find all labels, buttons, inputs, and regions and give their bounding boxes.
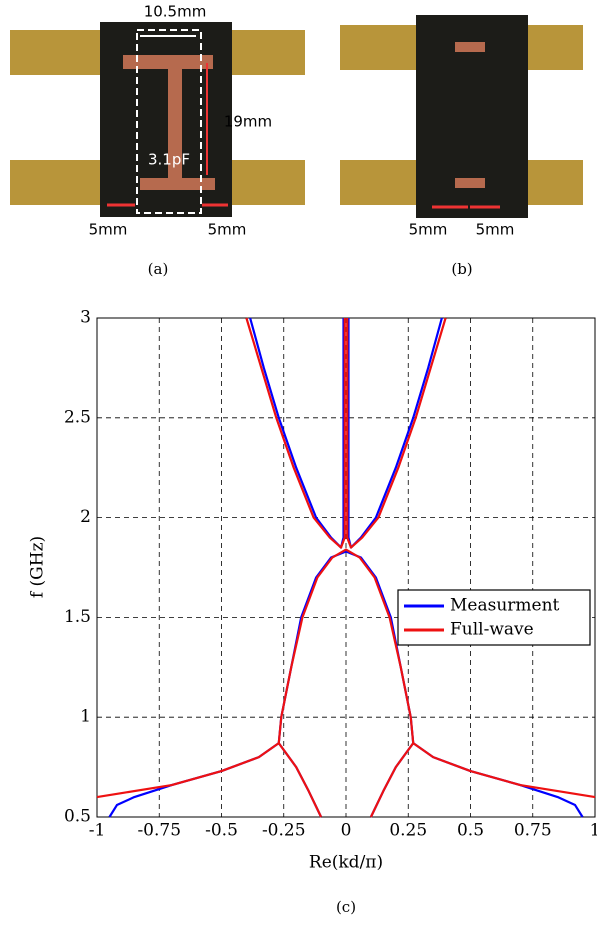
figure: 10.5mm 19mm 3.1pF 5mm 5mm (a) 5mm 5mm (b… xyxy=(0,0,597,931)
label: 5mm xyxy=(208,221,247,239)
y-axis-label: f (GHz) xyxy=(28,536,48,598)
caption: (b) xyxy=(451,260,472,278)
caption: (c) xyxy=(336,898,356,916)
plot: -1 -0.75 -0.5 -0.25 0 0.25 0.5 0.75 1 0.5 1 1.5 2 2.5… xyxy=(64,308,597,841)
x-tick-label: -0.75 xyxy=(137,821,181,841)
legend-label: Measurment xyxy=(450,596,560,616)
x-tick-label: 0 xyxy=(341,821,352,841)
page: 10.5mm 19mm 3.1pF 5mm 5mm (a) 5mm 5mm (b… xyxy=(0,0,597,931)
x-tick-label: 1 xyxy=(590,821,597,841)
legend-label: Full-wave xyxy=(450,620,534,640)
photo-b: 5mm 5mm (b) xyxy=(340,15,583,278)
x-tick-label: -1 xyxy=(89,821,106,841)
x-tick-label: 0.75 xyxy=(514,821,552,841)
x-tick-label: -0.25 xyxy=(262,821,306,841)
y-tick-label: 1.5 xyxy=(64,607,91,627)
x-tick-label: 0.25 xyxy=(389,821,427,841)
label: 5mm xyxy=(476,221,515,239)
y-tick-label: 3 xyxy=(80,308,91,328)
label: 3.1pF xyxy=(148,151,190,169)
caption: (a) xyxy=(148,260,169,278)
label: 19mm xyxy=(224,113,272,131)
label: 10.5mm xyxy=(144,3,207,21)
x-tick-label: -0.5 xyxy=(205,821,238,841)
label: 5mm xyxy=(409,221,448,239)
x-axis-label: Re(kd/π) xyxy=(309,853,383,873)
y-tick-label: 2.5 xyxy=(64,407,91,427)
x-tick-label: 0.5 xyxy=(457,821,484,841)
y-tick-label: 2 xyxy=(80,507,91,527)
photo-a: 10.5mm 19mm 3.1pF 5mm 5mm (a) xyxy=(10,3,305,279)
y-tick-label: 0.5 xyxy=(64,807,91,827)
label: 5mm xyxy=(89,221,128,239)
y-tick-label: 1 xyxy=(80,707,91,727)
